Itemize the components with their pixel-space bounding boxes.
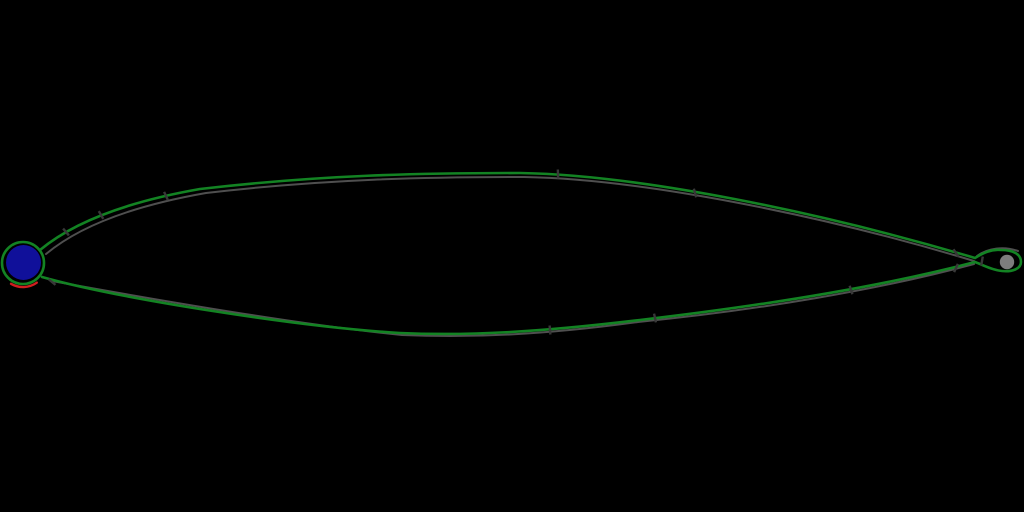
trajectory-tick-mark [952,248,960,258]
reference-top-leg [45,175,975,262]
trajectory-tick-mark [980,256,984,266]
trajectory-tick-mark [97,210,105,220]
moon-body [999,254,1015,270]
trajectory-tick-mark [953,263,959,273]
reference-bottom-leg [51,263,975,338]
trajectory-tick-mark [548,325,552,335]
trajectory-tick-mark [62,227,70,237]
trajectory-tick-mark [47,278,57,286]
trajectory-tick-mark [692,188,698,198]
periapsis-burn-arc [9,281,38,289]
trajectory-tick-mark [652,313,658,323]
trajectory-tick-mark [848,285,854,295]
earth-body [6,245,41,280]
free-return-trajectory [38,171,1023,336]
trajectory-tick-mark [163,191,169,201]
earth-parking-orbit [0,240,46,286]
